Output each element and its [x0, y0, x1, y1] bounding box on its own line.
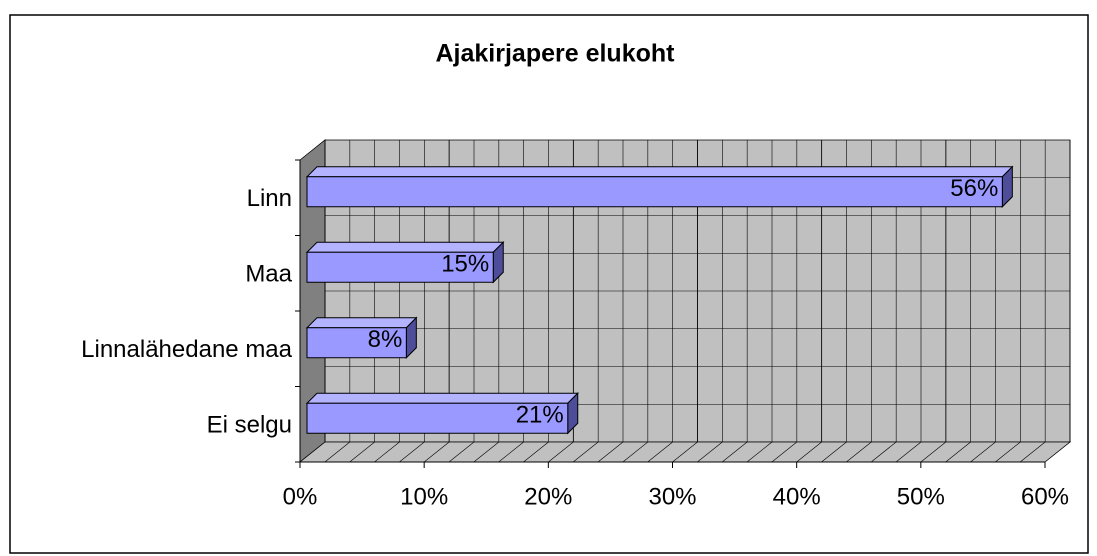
floor-grid-line — [423, 441, 450, 463]
floor-grid-line — [597, 441, 624, 463]
floor-grid-line — [970, 441, 996, 463]
value-label: 15% — [441, 251, 489, 278]
floor-grid-line — [399, 441, 425, 463]
floor-grid-line — [622, 441, 649, 463]
value-label: 56% — [950, 175, 998, 202]
y-tick-label: Maa — [245, 261, 292, 288]
floor-grid-line — [349, 441, 375, 463]
floor-grid-line — [895, 441, 922, 463]
floor-grid-line — [448, 441, 475, 463]
value-label: 21% — [516, 402, 564, 429]
bar — [306, 402, 569, 434]
floor-grid-line — [995, 441, 1021, 463]
bar — [306, 327, 407, 359]
floor-grid-line — [796, 441, 822, 463]
value-label: 8% — [368, 326, 403, 353]
floor-grid-line — [846, 441, 872, 463]
y-tick-label: Ei selgu — [207, 412, 292, 439]
floor-grid-line — [771, 441, 798, 463]
chart-title: Ajakirjapere elukoht — [436, 40, 676, 68]
floor-grid-line — [374, 441, 400, 463]
x-tick-label: 30% — [648, 483, 696, 510]
floor-grid-line — [870, 441, 897, 463]
floor-grid-line — [523, 441, 549, 463]
bar — [306, 176, 1003, 208]
floor-grid-line — [647, 441, 673, 463]
x-tick-label: 10% — [400, 483, 448, 510]
bar — [306, 251, 494, 283]
floor-grid-line — [697, 441, 723, 463]
floor-grid-line — [1019, 441, 1046, 463]
x-tick-label: 60% — [1021, 483, 1069, 510]
floor-grid-line — [473, 441, 500, 463]
floor-grid-line — [572, 441, 599, 463]
floor-grid-line — [821, 441, 847, 463]
x-tick-label: 0% — [283, 483, 318, 510]
floor-grid-line — [945, 441, 971, 463]
floor-grid-line — [548, 441, 574, 463]
floor-grid-line — [721, 441, 748, 463]
x-tick-label: 20% — [524, 483, 572, 510]
x-tick-label: 50% — [897, 483, 945, 510]
y-tick-label: Linn — [247, 185, 292, 212]
y-tick-label: Linnalähedane maa — [81, 336, 292, 363]
bar-top — [305, 166, 1014, 178]
floor-grid-line — [498, 441, 524, 463]
floor-grid-line — [324, 441, 351, 463]
floor-grid-line — [920, 441, 947, 463]
x-tick-label: 40% — [773, 483, 821, 510]
floor-grid-line — [746, 441, 773, 463]
floor-grid-line — [672, 441, 698, 463]
